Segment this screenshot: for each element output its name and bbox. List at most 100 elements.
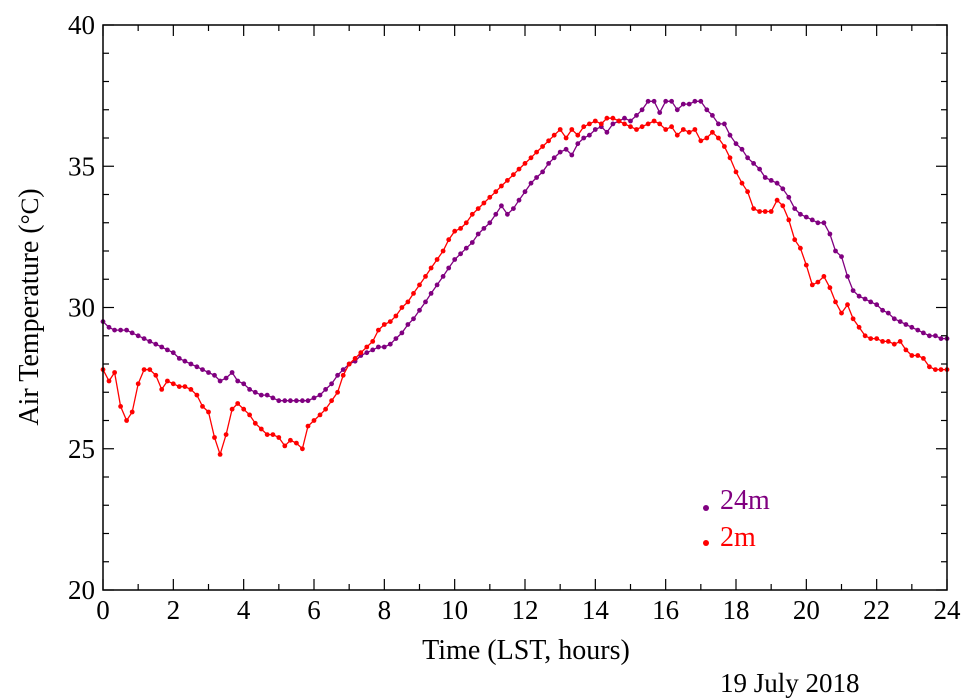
data-point-2m [428, 265, 434, 271]
data-point-2m [727, 155, 733, 161]
data-point-2m [774, 197, 780, 203]
data-point-2m [915, 353, 921, 358]
data-point-24m [311, 395, 317, 401]
data-point-2m [809, 282, 815, 288]
data-point-24m [118, 327, 123, 333]
data-point-24m [674, 107, 680, 113]
data-point-24m [452, 257, 458, 262]
data-point-24m [323, 387, 328, 392]
data-point-24m [581, 135, 587, 141]
data-point-2m [206, 409, 211, 415]
data-point-24m [276, 398, 282, 404]
data-point-2m [663, 127, 669, 132]
y-tick-label: 25 [68, 434, 95, 464]
data-point-24m [833, 248, 838, 254]
data-point-24m [821, 220, 827, 226]
data-point-24m [798, 211, 803, 217]
data-point-2m [381, 322, 387, 327]
data-point-24m [686, 101, 692, 107]
data-point-24m [739, 146, 745, 152]
data-point-24m [868, 299, 874, 305]
data-point-24m [434, 282, 440, 288]
data-point-24m [827, 231, 833, 237]
data-point-24m [815, 220, 821, 226]
data-point-24m [938, 336, 944, 341]
data-point-2m [129, 409, 135, 415]
data-point-24m [569, 152, 575, 158]
data-point-2m [300, 446, 305, 452]
data-point-2m [610, 115, 616, 121]
data-point-2m [616, 118, 622, 124]
data-point-24m [792, 206, 798, 212]
data-point-2m [540, 144, 545, 149]
data-point-24m [850, 288, 856, 293]
data-point-24m [692, 98, 698, 104]
data-point-24m [247, 387, 253, 392]
data-point-2m [135, 381, 141, 387]
data-point-2m [704, 135, 710, 141]
data-point-24m [710, 113, 715, 118]
data-point-2m [405, 299, 411, 305]
data-point-2m [634, 127, 639, 132]
data-point-2m [329, 398, 334, 404]
data-point-24m [757, 166, 762, 172]
data-point-2m [850, 316, 856, 322]
data-point-24m [669, 98, 674, 104]
data-point-24m [329, 381, 334, 387]
data-point-2m [335, 389, 340, 395]
data-point-2m [141, 367, 147, 372]
data-point-24m [129, 330, 135, 336]
data-point-2m [247, 412, 253, 418]
data-point-24m [727, 132, 733, 138]
data-point-2m [692, 127, 698, 132]
data-point-2m [511, 172, 516, 178]
data-point-2m [868, 336, 874, 341]
data-point-24m [417, 307, 422, 313]
x-tick-label: 4 [237, 595, 251, 625]
data-point-2m [252, 420, 258, 426]
data-point-24m [592, 127, 598, 132]
data-point-24m [387, 341, 393, 347]
data-point-2m [475, 206, 481, 212]
x-tick-label: 18 [723, 595, 750, 625]
data-point-2m [563, 135, 569, 141]
data-point-2m [575, 132, 581, 138]
data-point-24m [909, 324, 915, 330]
data-point-2m [757, 209, 762, 214]
data-point-2m [880, 339, 885, 344]
data-point-24m [493, 211, 499, 217]
data-point-2m [569, 127, 575, 132]
data-point-24m [159, 344, 165, 350]
data-point-2m [927, 364, 932, 370]
data-point-24m [891, 316, 897, 322]
data-point-24m [411, 316, 416, 322]
data-point-24m [194, 364, 200, 370]
data-point-2m [112, 370, 117, 375]
data-point-2m [845, 302, 850, 308]
data-point-2m [622, 121, 627, 127]
data-point-24m [458, 251, 463, 257]
x-tick-label: 10 [441, 595, 468, 625]
y-tick-label: 40 [68, 10, 95, 40]
y-axis-label: Air Temperature (°C) [14, 188, 45, 425]
data-point-24m [698, 98, 704, 104]
data-point-2m [733, 169, 739, 175]
data-point-24m [546, 161, 551, 166]
data-point-2m [674, 132, 680, 138]
data-point-2m [440, 248, 446, 254]
data-point-24m [528, 180, 534, 186]
data-point-24m [170, 350, 176, 356]
data-point-2m [815, 279, 821, 285]
data-point-2m [305, 423, 311, 429]
data-point-24m [264, 392, 270, 398]
data-point-2m [270, 432, 276, 437]
data-point-24m [282, 398, 288, 404]
data-point-2m [481, 200, 487, 206]
data-point-24m [575, 141, 581, 147]
data-point-2m [909, 353, 915, 358]
legend-label-24m: 24m [720, 485, 770, 516]
data-point-2m [821, 274, 827, 279]
data-point-2m [669, 124, 674, 130]
